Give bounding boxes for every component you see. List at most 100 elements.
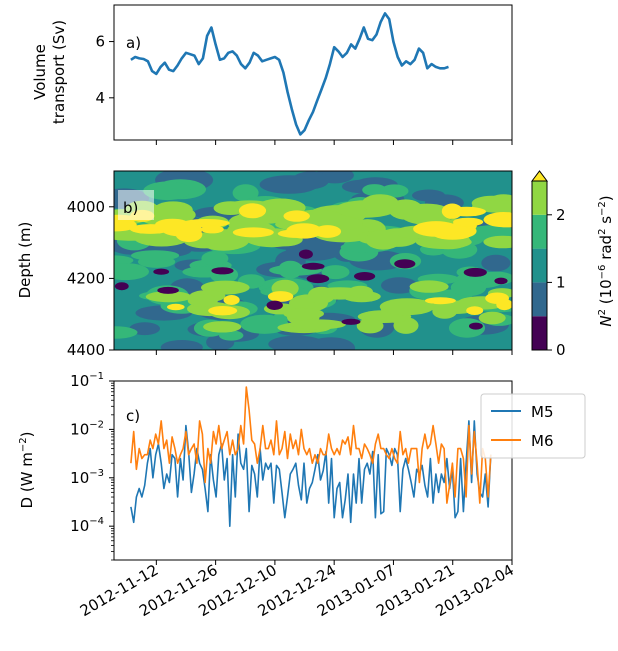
panel-b-y-ticks: 4000 4200 4400 <box>67 198 114 359</box>
heatmap-blob-121 <box>380 184 409 198</box>
heatmap-blob-225 <box>466 306 484 315</box>
heatmap-blob-228 <box>223 295 240 305</box>
heatmap-blob-103 <box>278 260 303 279</box>
panel-c-ytick-label-3: 10−1 <box>70 371 104 390</box>
heatmap-blob-70 <box>321 265 350 280</box>
heatmap-blob-217 <box>200 225 224 234</box>
heatmap-blob-245 <box>153 268 170 275</box>
heatmap-blob-191 <box>187 294 218 307</box>
heatmap-blob-224 <box>267 291 294 302</box>
heatmap-blob-81 <box>114 255 134 266</box>
colorbar-tick-label-1: 1 <box>556 273 566 291</box>
heatmap-blob-100 <box>131 250 180 261</box>
heatmap-blob-115 <box>362 184 387 196</box>
colorbar: 0 1 2 <box>531 170 566 359</box>
colorbar-band-3 <box>532 214 547 249</box>
panel-c-frame <box>113 380 513 561</box>
panel-a-series-line-0 <box>130 12 449 136</box>
panel-c-ytick-label-0: 10−4 <box>70 516 104 535</box>
panel-b-ylabel: Depth (m) <box>16 222 34 299</box>
heatmap-blob-190 <box>307 286 336 304</box>
panel-c-ylabel-close: ) <box>18 432 36 438</box>
heatmap-blob-227 <box>424 297 456 305</box>
panel-a-y-ticks: 46 <box>95 33 114 107</box>
panel-a-ytick-label-1: 6 <box>95 33 105 51</box>
heatmap-blob-233 <box>306 274 330 284</box>
heatmap-blob-73 <box>240 314 289 334</box>
heatmap-blob-216 <box>441 203 463 219</box>
panel-c-y-ticks: 10−4 10−3 10−2 10−1 <box>70 371 114 561</box>
heatmap-blob-223 <box>453 217 484 227</box>
colorbar-band-2 <box>532 248 547 283</box>
colorbar-label-sup3: 2 <box>597 229 608 235</box>
panel-c-x-ticks <box>155 560 513 565</box>
heatmap-blob-36 <box>381 277 418 294</box>
heatmap-blob-118 <box>201 251 229 266</box>
heatmap-blob-95 <box>450 278 487 297</box>
colorbar-label-sup2: −6 <box>597 265 608 280</box>
heatmap-blob-243 <box>114 282 129 291</box>
panel-c-ytick-label-1: 10−3 <box>70 468 104 487</box>
heatmap-blob-231 <box>496 299 512 311</box>
colorbar-band-1 <box>532 282 547 317</box>
heatmap-blob-194 <box>283 308 325 320</box>
heatmap-blob-152 <box>361 194 399 213</box>
panel-c-ylabel: D (W m−2) <box>18 432 36 509</box>
heatmap-blob-215 <box>485 214 512 228</box>
heatmap-blob-214 <box>314 225 342 238</box>
heatmap-blob-51 <box>481 254 511 272</box>
heatmap-blob-234 <box>354 272 376 281</box>
heatmap-blob-219 <box>232 227 274 238</box>
heatmap-blob-235 <box>394 259 416 269</box>
heatmap-blob-195 <box>356 318 384 334</box>
heatmap-blob-168 <box>143 205 196 225</box>
heatmap-blob-184 <box>348 285 373 298</box>
heatmap-blob-226 <box>167 303 185 311</box>
colorbar-label-part4: rad <box>597 235 615 265</box>
panel-a-frame <box>113 4 513 141</box>
heatmap-blob-146 <box>483 235 512 249</box>
panel-c-ytick-label-2: 10−2 <box>70 419 104 438</box>
heatmap-blob-165 <box>365 230 402 250</box>
panel-b-label-box <box>118 190 154 220</box>
panel-c-label: c) <box>126 407 140 425</box>
panel-b-frame <box>113 170 513 351</box>
panel-c-series-line-M6 <box>130 386 492 504</box>
heatmap-blob-185 <box>203 321 242 333</box>
colorbar-label-sup1: 2 <box>597 309 608 315</box>
heatmap-blob-238 <box>266 300 283 310</box>
colorbar-label-part8: ) <box>597 195 615 201</box>
heatmap-blob-201 <box>283 210 310 222</box>
panel-b-ytick-label-1: 4200 <box>67 269 105 287</box>
x-date-labels: 2012-11-122012-11-262012-12-102012-12-24… <box>77 561 517 620</box>
heatmap-blob-45 <box>259 175 319 194</box>
heatmap-blob-239 <box>301 262 325 270</box>
colorbar-label-sup4: −2 <box>597 201 608 216</box>
heatmap-blob-197 <box>145 291 192 303</box>
heatmap-blob-179 <box>478 311 506 325</box>
panel-b-ytick-label-2: 4400 <box>67 341 105 359</box>
colorbar-band-0 <box>532 316 547 350</box>
heatmap-blob-229 <box>208 306 238 316</box>
panel-c-series-line-M5 <box>130 420 492 527</box>
colorbar-label: N2 (10−6 rad2 s−2) <box>597 195 615 326</box>
heatmap-blob-242 <box>211 267 234 275</box>
colorbar-label-part6: s <box>597 216 615 229</box>
panel-c-ylabel-main: D (W m <box>18 452 36 508</box>
heatmap-blob-119 <box>114 263 149 281</box>
colorbar-tick-label-2: 2 <box>556 206 566 224</box>
heatmap-blob-203 <box>238 203 267 219</box>
heatmap-blob-196 <box>432 304 458 319</box>
heatmap-blob-207 <box>277 229 317 238</box>
colorbar-outline <box>531 181 548 351</box>
panel-b-ytick-label-0: 4000 <box>67 198 105 216</box>
heatmap-blob-236 <box>157 286 179 294</box>
panel-a-x-ticks <box>155 140 513 145</box>
panel-c-ylabel-sup: −2 <box>18 437 29 452</box>
heatmap-blob-240 <box>298 249 313 259</box>
heatmap-blob-8 <box>160 340 203 350</box>
heatmap-blob-192 <box>290 319 346 330</box>
panel-a-ylabel-line2: transport (Sv) <box>50 20 68 124</box>
heatmap-blob-44 <box>306 337 356 350</box>
